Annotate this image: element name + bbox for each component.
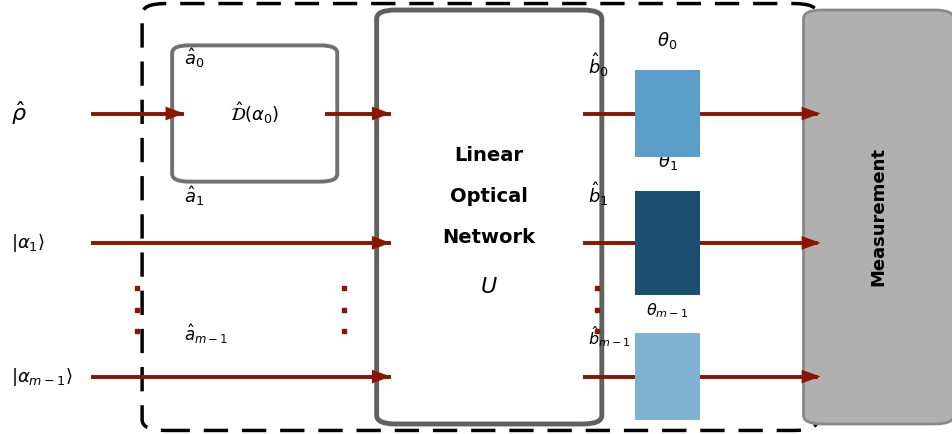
Text: $\hat{\rho}$: $\hat{\rho}$ <box>10 100 27 128</box>
FancyBboxPatch shape <box>803 10 952 424</box>
Text: $\hat{b}_{m-1}$: $\hat{b}_{m-1}$ <box>587 324 630 349</box>
Polygon shape <box>802 370 821 384</box>
Polygon shape <box>166 107 185 120</box>
Text: Measurement: Measurement <box>869 148 887 286</box>
Polygon shape <box>802 107 821 120</box>
Text: $\hat{a}_{m-1}$: $\hat{a}_{m-1}$ <box>185 323 228 346</box>
Text: $\theta_0$: $\theta_0$ <box>658 30 678 51</box>
FancyBboxPatch shape <box>377 10 602 424</box>
Text: Linear: Linear <box>455 146 524 165</box>
Text: $|\alpha_{m-1}\rangle$: $|\alpha_{m-1}\rangle$ <box>10 365 72 388</box>
Text: Optical: Optical <box>450 187 528 206</box>
Text: $\hat{\mathcal{D}}(\alpha_0)$: $\hat{\mathcal{D}}(\alpha_0)$ <box>230 101 279 126</box>
Text: $U$: $U$ <box>481 276 498 297</box>
FancyBboxPatch shape <box>172 46 337 182</box>
Bar <box>635 333 701 420</box>
Text: Network: Network <box>443 228 536 247</box>
Polygon shape <box>802 236 821 250</box>
Text: $\theta_{m-1}$: $\theta_{m-1}$ <box>646 302 688 320</box>
Bar <box>635 191 701 295</box>
Text: $\hat{a}_1$: $\hat{a}_1$ <box>185 184 205 208</box>
Polygon shape <box>372 107 390 120</box>
Text: $\theta_1$: $\theta_1$ <box>658 151 678 172</box>
Text: $\hat{b}_1$: $\hat{b}_1$ <box>587 181 608 208</box>
Bar <box>635 70 701 157</box>
Polygon shape <box>372 236 390 250</box>
Polygon shape <box>372 370 390 384</box>
Text: $\hat{b}_0$: $\hat{b}_0$ <box>587 51 608 79</box>
Text: $\hat{a}_0$: $\hat{a}_0$ <box>185 46 205 70</box>
Text: $|\alpha_1\rangle$: $|\alpha_1\rangle$ <box>10 232 45 254</box>
